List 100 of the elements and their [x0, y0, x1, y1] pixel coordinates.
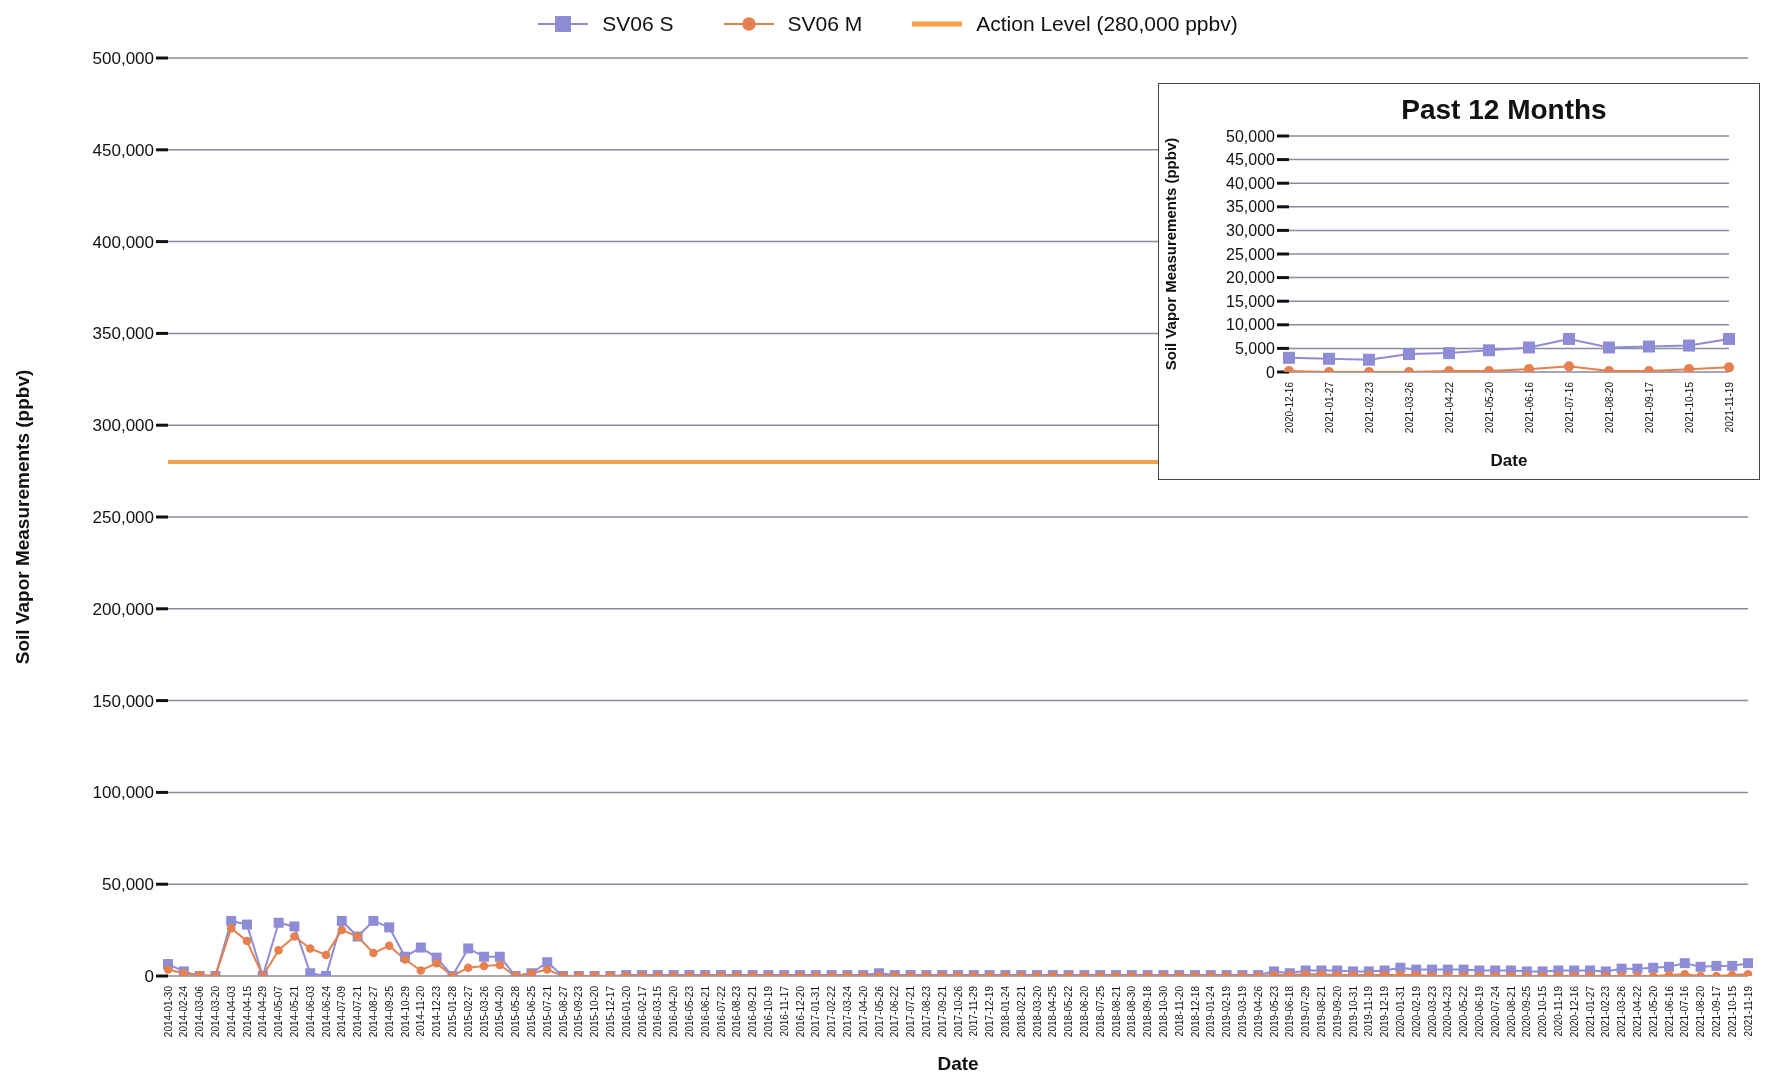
x-tick-label: 2020-06-19: [1473, 985, 1485, 1038]
x-tick-label: 2021-03-26: [1616, 985, 1628, 1038]
x-tick-label: 2019-01-24: [1205, 985, 1217, 1038]
x-tick-label: 2020-12-16: [1568, 985, 1580, 1038]
y-tick-label: 50,000: [1226, 127, 1276, 145]
x-tick-label: 2018-01-24: [999, 985, 1011, 1038]
x-tick-label: 2021-05-20: [1483, 381, 1495, 434]
x-tick-label: 2021-03-26: [1403, 381, 1415, 434]
y-tick-label: 40,000: [1226, 174, 1276, 192]
y-tick-label: 500,000: [92, 49, 154, 69]
x-tick-label: 2016-03-15: [652, 985, 664, 1038]
x-tick-label: 2014-11-20: [415, 985, 427, 1037]
x-tick-label: 2016-02-17: [636, 985, 648, 1038]
x-tick-label: 2015-09-23: [573, 985, 585, 1038]
x-tick-label: 2021-09-17: [1710, 985, 1722, 1038]
chart-title: Past 12 Months: [1400, 94, 1608, 126]
x-tick-label: 2020-04-23: [1442, 985, 1454, 1038]
x-axis-title: Date: [937, 1053, 979, 1074]
x-tick-label: 2018-02-21: [1015, 985, 1027, 1038]
x-tick-label: 2015-07-21: [541, 985, 553, 1038]
x-tick-label: 2017-11-29: [968, 985, 980, 1037]
x-tick-label: 2018-09-18: [1142, 985, 1154, 1038]
y-tick-label: 35,000: [1226, 198, 1276, 216]
x-tick-label: 2018-03-20: [1031, 985, 1043, 1038]
x-tick-label: 2015-02-27: [462, 985, 474, 1038]
x-tick-label: 2015-04-20: [494, 985, 506, 1038]
x-tick-label: 2018-04-25: [1047, 985, 1059, 1038]
y-tick-label: 20,000: [1226, 269, 1276, 287]
x-tick-label: 2018-11-20: [1173, 985, 1185, 1037]
y-tick-label: 25,000: [1226, 245, 1276, 263]
x-tick-label: 2014-12-23: [431, 985, 443, 1038]
x-tick-label: 2019-07-29: [1300, 985, 1312, 1038]
x-tick-label: 2020-02-19: [1410, 985, 1422, 1038]
x-tick-label: 2018-10-30: [1157, 985, 1169, 1038]
y-axis-title: Soil Vapor Measurements (ppbv): [11, 369, 33, 665]
x-tick-label: 2021-01-27: [1584, 985, 1596, 1038]
x-tick-label: 2021-01-27: [1323, 381, 1335, 434]
x-tick-label: 2018-06-20: [1078, 985, 1090, 1038]
x-tick-label: 2021-08-20: [1695, 985, 1707, 1038]
x-tick-label: 2016-07-22: [715, 985, 727, 1038]
legend-label: SV06 M: [787, 12, 863, 36]
x-tick-label: 2020-09-25: [1521, 985, 1533, 1038]
x-tick-label: 2014-02-24: [178, 985, 190, 1038]
x-tick-label: 2020-11-19: [1552, 985, 1564, 1037]
x-tick-label: 2016-11-17: [778, 985, 790, 1037]
x-tick-label: 2016-05-23: [683, 985, 695, 1038]
x-tick-label: 2020-07-24: [1489, 985, 1501, 1038]
y-tick-label: 100,000: [92, 783, 154, 803]
x-tick-label: 2021-06-16: [1663, 985, 1675, 1038]
x-tick-label: 2016-01-20: [620, 985, 632, 1038]
y-tick-label: 400,000: [92, 232, 154, 252]
x-tick-label: 2014-08-27: [367, 985, 379, 1038]
x-tick-label: 2014-04-29: [257, 985, 269, 1038]
x-tick-label: 2021-10-15: [1683, 381, 1695, 434]
y-tick-label: 30,000: [1226, 222, 1276, 240]
x-tick-label: 2014-04-15: [241, 985, 253, 1038]
x-tick-label: 2019-09-20: [1331, 985, 1343, 1038]
x-tick-label: 2019-04-26: [1252, 985, 1264, 1038]
y-tick-label: 300,000: [92, 416, 154, 436]
x-tick-label: 2014-07-21: [352, 985, 364, 1038]
x-tick-label: 2015-10-20: [589, 985, 601, 1038]
x-axis-title: Date: [1490, 451, 1528, 470]
x-tick-label: 2014-01-30: [162, 985, 174, 1038]
x-tick-label: 2014-06-03: [304, 985, 316, 1038]
x-tick-label: 2015-03-26: [478, 985, 490, 1038]
y-tick-label: 0: [144, 967, 154, 987]
x-tick-label: 2014-09-25: [383, 985, 395, 1038]
x-tick-label: 2017-07-21: [905, 985, 917, 1038]
x-tick-label: 2017-10-26: [952, 985, 964, 1038]
x-tick-label: 2017-03-24: [841, 985, 853, 1038]
y-tick-label: 250,000: [92, 508, 154, 528]
x-tick-label: 2014-06-24: [320, 985, 332, 1038]
x-tick-label: 2016-09-21: [747, 985, 759, 1038]
x-tick-label: 2021-11-19: [1742, 985, 1754, 1037]
x-tick-label: 2017-06-22: [889, 985, 901, 1038]
y-tick-label: 350,000: [92, 324, 154, 344]
x-tick-label: 2021-05-20: [1647, 985, 1659, 1038]
x-tick-label: 2017-09-21: [936, 985, 948, 1038]
x-tick-label: 2021-06-16: [1523, 381, 1535, 434]
y-tick-label: 5,000: [1234, 340, 1276, 358]
x-tick-label: 2020-12-16: [1283, 381, 1295, 434]
x-tick-label: 2021-02-23: [1363, 381, 1375, 434]
y-tick-label: 150,000: [92, 691, 154, 711]
x-tick-label: 2021-09-17: [1643, 381, 1655, 434]
x-tick-label: 2014-04-03: [225, 985, 237, 1038]
x-tick-label: 2021-04-22: [1443, 381, 1455, 434]
x-tick-label: 2016-12-20: [794, 985, 806, 1038]
x-tick-label: 2017-05-26: [873, 985, 885, 1038]
x-tick-label: 2018-08-30: [1126, 985, 1138, 1038]
y-tick-label: 450,000: [92, 140, 154, 160]
x-tick-label: 2017-12-19: [984, 985, 996, 1038]
x-tick-label: 2021-07-16: [1563, 381, 1575, 434]
x-tick-label: 2021-11-19: [1723, 381, 1735, 433]
x-tick-label: 2019-11-19: [1363, 985, 1375, 1037]
x-tick-label: 2021-10-15: [1726, 985, 1738, 1038]
x-tick-label: 2020-01-31: [1394, 985, 1406, 1038]
y-tick-label: 45,000: [1226, 151, 1276, 169]
x-tick-label: 2018-07-25: [1094, 985, 1106, 1038]
legend-label: SV06 S: [602, 12, 674, 36]
y-tick-label: 50,000: [102, 875, 154, 895]
